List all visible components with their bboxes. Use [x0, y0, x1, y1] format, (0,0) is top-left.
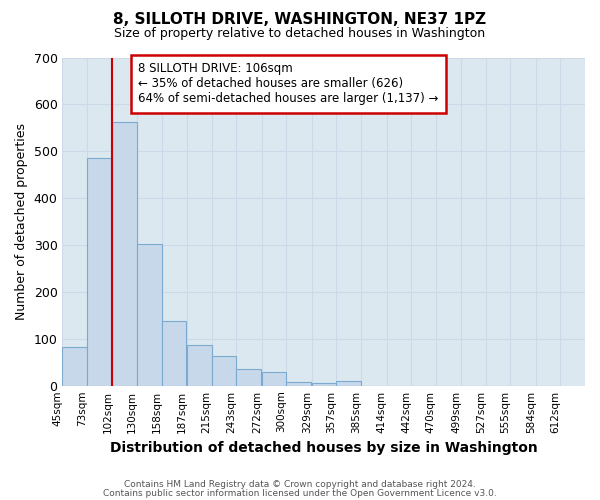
Bar: [87, 158, 112, 386]
Bar: [262, 372, 286, 386]
Bar: [212, 356, 236, 386]
Bar: [112, 122, 137, 386]
X-axis label: Distribution of detached houses by size in Washington: Distribution of detached houses by size …: [110, 441, 538, 455]
Bar: [236, 369, 261, 386]
Text: Size of property relative to detached houses in Washington: Size of property relative to detached ho…: [115, 28, 485, 40]
Text: Contains HM Land Registry data © Crown copyright and database right 2024.: Contains HM Land Registry data © Crown c…: [124, 480, 476, 489]
Bar: [161, 321, 186, 386]
Bar: [62, 347, 87, 386]
Text: 8, SILLOTH DRIVE, WASHINGTON, NE37 1PZ: 8, SILLOTH DRIVE, WASHINGTON, NE37 1PZ: [113, 12, 487, 28]
Bar: [137, 244, 161, 386]
Bar: [187, 346, 212, 386]
Text: 8 SILLOTH DRIVE: 106sqm
← 35% of detached houses are smaller (626)
64% of semi-d: 8 SILLOTH DRIVE: 106sqm ← 35% of detache…: [138, 62, 439, 106]
Text: Contains public sector information licensed under the Open Government Licence v3: Contains public sector information licen…: [103, 488, 497, 498]
Bar: [337, 380, 361, 386]
Bar: [286, 382, 311, 386]
Y-axis label: Number of detached properties: Number of detached properties: [15, 123, 28, 320]
Bar: [312, 383, 337, 386]
